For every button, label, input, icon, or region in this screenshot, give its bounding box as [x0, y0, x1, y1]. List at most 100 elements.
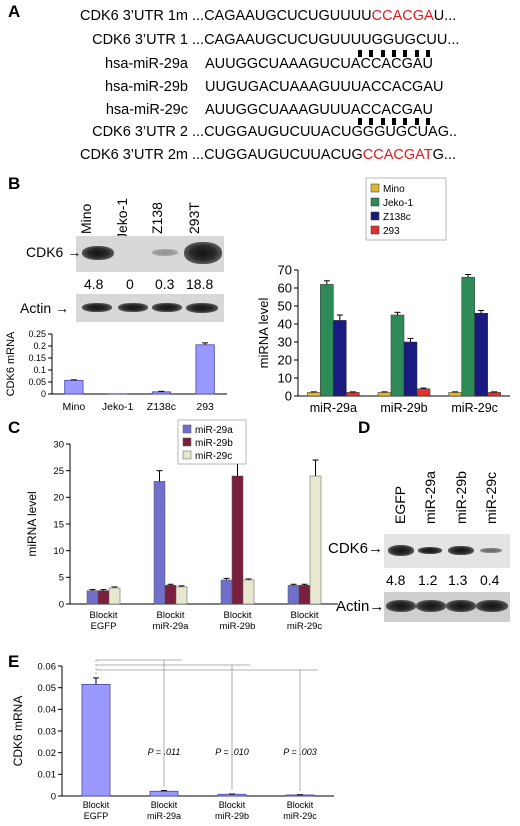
x-tick-label: miR-29c: [451, 401, 498, 415]
blot-b-actin-membrane: [76, 294, 224, 322]
sequence-text: AUUGGCUAAAGUUUACCACGAU: [205, 102, 433, 118]
bar: [108, 587, 121, 605]
y-tick-label: 20: [53, 493, 64, 504]
base-pair-mark: [358, 50, 362, 57]
bar: [287, 585, 300, 605]
bar: [151, 391, 171, 395]
legend-swatch: [370, 183, 380, 193]
sequence-text: AUUGGCUAAAGUCUACCACGAU: [205, 56, 433, 72]
blot-d-lane-label: EGFP: [392, 485, 408, 524]
y-tick-label: 30: [53, 439, 64, 450]
blot-b-lane-label: Jeko-1: [114, 197, 130, 240]
base-pair-mark: [403, 50, 408, 57]
y-tick-label: 0.25: [28, 329, 46, 339]
bar: [153, 481, 166, 605]
blot-band: [186, 303, 218, 313]
y-tick-label: 0: [285, 389, 292, 404]
bar: [390, 314, 405, 397]
legend-label: miR-29b: [195, 438, 233, 449]
y-tick-label: 0.03: [38, 726, 57, 737]
base-pair-mark: [414, 118, 419, 125]
y-tick-label: 20: [278, 353, 292, 368]
blot-d-quant: 0.4: [480, 572, 500, 588]
sequence-label: hsa-miR-29b: [105, 79, 188, 95]
sequence-alignment: CDK6 3’UTR 1m ...CAGAAUGCUCUGUUUUCCACGAU.…: [0, 0, 520, 170]
x-tick-label: miR-29b: [380, 401, 427, 415]
bar: [346, 392, 360, 397]
y-axis-label: miRNA level: [25, 491, 39, 556]
y-tick-label: 0: [59, 599, 64, 610]
base-pair-mark: [403, 118, 408, 125]
blot-d-lane-label: miR-29c: [483, 471, 499, 524]
legend-label: Mino: [383, 184, 405, 195]
blot-band: [388, 545, 414, 556]
legend-swatch: [370, 197, 380, 207]
blot-b-lane-label: 293T: [186, 202, 202, 234]
arrow-right-icon: →: [67, 244, 82, 260]
blot-b-lane-label: Z138: [149, 202, 165, 234]
sequence-segment: AUUGGCUAAAGUCUACCACGAU: [205, 56, 433, 72]
mutated-segment: CCACGA: [371, 8, 434, 24]
sequence-segment: ...CAGAAUGCUCUGUUUU: [192, 8, 372, 24]
bar: [298, 585, 311, 605]
blot-band: [476, 600, 508, 612]
bar: [320, 284, 334, 397]
y-axis-label: miRNA level: [256, 297, 271, 368]
arrow-right-icon: →: [369, 598, 385, 615]
x-tick-label: Blockit: [287, 800, 314, 810]
sequence-row: CDK6 3’UTR 2 ...CUGGAUGUCUUACUGGGUGCUAG..: [0, 124, 520, 144]
x-tick-label: miR-29b: [215, 811, 249, 821]
y-tick-label: 50: [278, 299, 292, 314]
y-tick-label: 25: [53, 466, 64, 477]
x-tick-label: miR-29c: [283, 811, 317, 821]
mutated-segment: CCACGAT: [362, 147, 433, 163]
base-pair-mark: [380, 50, 385, 57]
sequence-segment: ...CUGGAUGUCUUACUG: [192, 147, 363, 163]
legend-label: miR-29c: [195, 451, 232, 462]
blot-band: [152, 249, 178, 256]
y-tick-label: 0: [51, 791, 56, 802]
chart-b-mirna-level: 0 10 20 30 40 50 60 70 miR-29a miR-29b miR-29c miRN…: [256, 177, 510, 415]
blot-d-lane-label: miR-29a: [422, 471, 438, 524]
y-tick-label: 40: [278, 317, 292, 332]
legend-swatch: [182, 450, 192, 460]
x-tick-label: miR-29b: [220, 621, 256, 632]
x-tick-label: Blockit: [83, 800, 110, 810]
blot-d-quant: 1.2: [418, 572, 438, 588]
bar: [487, 392, 501, 397]
sequence-segment: G...: [432, 147, 456, 163]
y-tick-label: 0.04: [38, 705, 57, 716]
arrow-right-icon: →: [368, 540, 384, 557]
sequence-text: ...CAGAAUGCUCUGUUUUCCACGAU...: [192, 8, 456, 24]
y-tick-label: 0.15: [28, 353, 46, 363]
blot-b-quant: 0.3: [155, 276, 175, 292]
blot-d: EGFP miR-29a miR-29b miR-29c CDK6→ 4.8 1…: [328, 440, 520, 640]
bar: [461, 276, 475, 397]
bar: [164, 585, 177, 605]
base-pair-mark: [358, 118, 362, 125]
base-pair-mark: [369, 50, 374, 57]
y-tick-label: 0.05: [28, 377, 46, 387]
x-tick-label: EGFP: [91, 621, 117, 632]
panel-letter-d: D: [358, 418, 371, 437]
sequence-row: hsa-miR-29c AUUGGCUAAAGUUUACCACGAU: [0, 102, 520, 122]
blot-d-loading-label: Actin→: [336, 598, 385, 615]
legend-swatch: [182, 424, 192, 434]
bar: [333, 320, 347, 397]
base-pair-mark: [391, 50, 396, 57]
bar: [64, 379, 84, 395]
base-pair-mark: [425, 50, 430, 57]
bar: [97, 590, 110, 605]
legend-label: miR-29a: [195, 425, 233, 436]
blot-d-protein-label: CDK6→: [328, 540, 384, 557]
bar: [309, 475, 322, 605]
y-tick-label: 0.2: [33, 341, 46, 351]
x-tick-label: Jeko-1: [102, 401, 134, 413]
x-tick-label: Blockit: [224, 610, 252, 621]
blot-band: [386, 600, 416, 612]
y-tick-label: 0: [41, 389, 46, 399]
x-tick-label: miR-29a: [310, 401, 357, 415]
y-tick-label: 0.05: [38, 683, 57, 694]
blot-b-loading-label: Actin →: [20, 300, 70, 316]
y-tick-label: 10: [278, 371, 292, 386]
